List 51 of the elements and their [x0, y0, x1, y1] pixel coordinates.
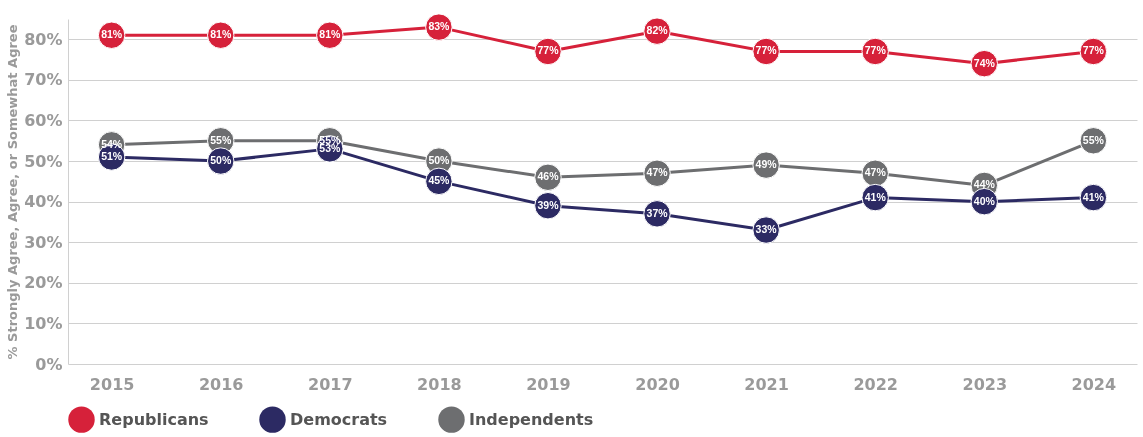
data-label: 49%	[755, 158, 778, 171]
x-tick-label: 2018	[417, 374, 462, 394]
data-label: 44%	[973, 178, 996, 191]
data-label: 55%	[1082, 133, 1105, 146]
x-tick-label: 2019	[526, 374, 571, 394]
data-label: 47%	[864, 166, 887, 179]
legend-label: Republicans	[99, 409, 209, 429]
data-label: 77%	[537, 44, 560, 57]
data-label: 77%	[755, 44, 778, 57]
data-label: 83%	[428, 20, 451, 33]
data-label: 41%	[864, 190, 887, 203]
x-tick-label: 2023	[962, 374, 1008, 394]
data-label: 47%	[646, 166, 669, 179]
data-label: 37%	[646, 206, 669, 219]
x-tick-label: 2017	[308, 374, 353, 394]
data-label: 46%	[537, 170, 560, 183]
y-tick-label: 0%	[35, 354, 63, 374]
y-tick-label: 60%	[24, 110, 63, 130]
data-label: 39%	[537, 198, 560, 211]
data-label: 81%	[319, 28, 341, 41]
y-tick-label: 10%	[24, 313, 63, 333]
legend-label: Democrats	[290, 409, 388, 429]
legend-label: Independents	[469, 409, 594, 429]
x-tick-label: 2020	[635, 374, 680, 394]
data-label: 81%	[101, 28, 123, 41]
data-label: 50%	[210, 154, 232, 167]
x-tick-label: 2024	[1071, 374, 1117, 394]
data-label: 41%	[1082, 190, 1105, 203]
y-tick-label: 70%	[24, 70, 63, 90]
x-tick-label: 2015	[89, 374, 135, 394]
data-label: 81%	[210, 28, 232, 41]
y-tick-label: 40%	[24, 192, 63, 212]
data-label: 45%	[428, 174, 451, 187]
y-axis-title: % Strongly Agree, Agree, or Somewhat Agree	[5, 24, 21, 360]
x-tick-label: 2016	[198, 374, 244, 394]
data-label: 77%	[864, 44, 887, 57]
data-label: 55%	[319, 133, 341, 146]
data-label: 50%	[428, 154, 451, 167]
data-label: 74%	[973, 56, 996, 69]
data-label: 82%	[646, 24, 669, 37]
y-tick-label: 50%	[24, 151, 63, 171]
data-label: 33%	[755, 223, 778, 236]
data-label: 55%	[210, 133, 232, 146]
data-label: 40%	[973, 194, 996, 207]
data-label: 51%	[101, 150, 123, 162]
y-tick-label: 80%	[24, 29, 63, 49]
data-label: 77%	[1082, 44, 1105, 57]
y-tick-label: 20%	[24, 273, 63, 293]
x-tick-label: 2022	[853, 374, 898, 394]
y-tick-label: 30%	[24, 232, 63, 252]
x-tick-label: 2021	[744, 374, 789, 394]
